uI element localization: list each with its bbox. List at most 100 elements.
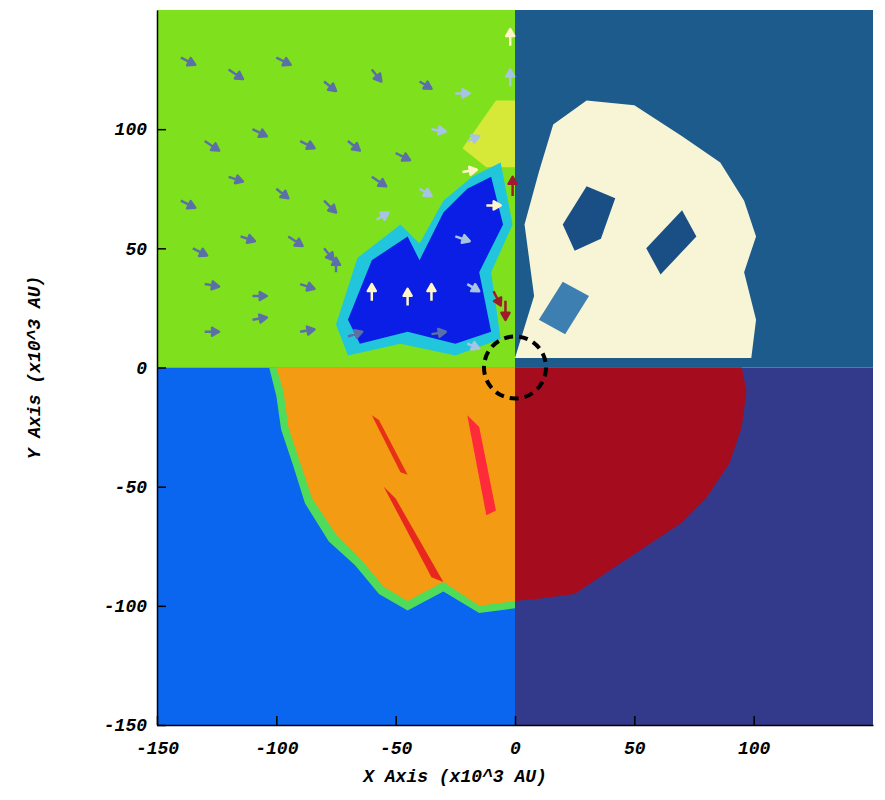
vector-arrow	[241, 235, 255, 243]
vector-arrow	[462, 167, 476, 175]
tick: 50	[125, 240, 166, 260]
vector-arrow	[506, 70, 514, 87]
vector-arrow	[193, 248, 207, 256]
vector-arrow	[205, 328, 219, 336]
region	[515, 101, 756, 358]
tick: 0	[136, 359, 166, 379]
tick-mark	[753, 716, 755, 725]
vector-arrow	[252, 315, 266, 323]
x-axis-title: X Axis (x10^3 AU)	[362, 767, 547, 787]
tick: -100	[255, 716, 298, 759]
vector-arrow	[181, 58, 195, 66]
tick-label: -100	[104, 597, 147, 617]
vector-arrow	[372, 70, 382, 82]
quadrant	[515, 10, 873, 368]
region	[462, 101, 515, 168]
vector-arrow	[455, 89, 469, 97]
tick-label: 0	[510, 739, 521, 759]
vector-arrow	[396, 153, 410, 161]
vector-arrow	[181, 201, 195, 209]
vector-arrow	[332, 258, 340, 272]
tick-label: -50	[115, 478, 148, 498]
vector-arrow	[372, 177, 386, 187]
vector-arrow	[276, 58, 290, 66]
vector-arrow	[368, 284, 376, 301]
region	[515, 368, 747, 602]
region	[563, 186, 616, 250]
quadrant	[157, 10, 515, 368]
region	[336, 163, 513, 356]
vector-arrow	[300, 141, 314, 149]
vector-arrow	[494, 291, 502, 305]
vector-arrow	[276, 189, 288, 199]
vector-arrow	[431, 329, 445, 337]
vector-arrow	[288, 236, 302, 246]
vector-arrow	[348, 141, 360, 151]
tick-mark	[634, 716, 636, 725]
tick: -50	[115, 478, 166, 498]
tick: 0	[510, 716, 521, 759]
vector-arrow	[324, 82, 336, 92]
y-axis: -150 -100 -50 0 50 100	[104, 11, 166, 737]
vector-arrow	[420, 189, 432, 196]
region	[539, 282, 589, 334]
vector-arrow	[509, 177, 517, 196]
tick-mark	[157, 248, 166, 250]
marker-circle	[484, 336, 546, 398]
quadrant	[157, 368, 515, 726]
region	[372, 415, 408, 475]
tick-label: -150	[136, 739, 179, 759]
vector-arrow	[377, 213, 389, 220]
vector-arrow	[467, 135, 479, 142]
tick-mark	[395, 716, 397, 725]
y-axis-title: Y Axis (x10^3 AU)	[25, 276, 45, 460]
tick: -100	[104, 597, 166, 617]
plot-area	[157, 10, 873, 725]
tick-label: -150	[104, 716, 147, 736]
quadrant	[515, 368, 873, 726]
tick-label: -50	[380, 739, 413, 759]
region	[348, 177, 503, 344]
tick-mark	[157, 486, 166, 488]
tick-mark	[515, 716, 517, 725]
tick-mark	[276, 716, 278, 725]
vector-arrow	[427, 284, 435, 301]
vector-arrow	[506, 29, 514, 46]
tick: -50	[380, 716, 413, 759]
tick-label: 50	[624, 739, 646, 759]
vector-arrow	[252, 129, 266, 137]
tick-mark	[157, 129, 166, 131]
tick: -150	[104, 716, 166, 736]
tick-mark	[157, 725, 166, 727]
tick-label: 100	[115, 120, 148, 140]
vector-arrow	[300, 283, 314, 291]
vector-arrow	[348, 330, 362, 338]
tick: 100	[738, 716, 771, 759]
vector-arrow	[420, 82, 432, 89]
vector-arrow	[486, 201, 500, 209]
region	[646, 210, 696, 274]
vector-arrow	[467, 284, 479, 291]
vector-arrow	[300, 327, 314, 335]
vector-arrow	[205, 281, 219, 289]
vector-arrow	[455, 235, 469, 243]
vector-arrow	[229, 70, 243, 80]
tick: 100	[115, 120, 166, 140]
chart: -150 -100 -50 0 50 100 -150 -100 -50 0 50 100 X Axis…	[0, 0, 885, 800]
tick-label: 100	[738, 739, 771, 759]
vector-arrow	[404, 289, 412, 306]
tick-label: -100	[255, 739, 298, 759]
tick-mark	[157, 606, 166, 608]
region	[269, 368, 515, 613]
vector-arrow	[324, 201, 336, 213]
vector-arrow	[229, 176, 243, 184]
vector-arrow	[252, 292, 266, 300]
tick: 50	[624, 716, 646, 759]
x-axis: -150 -100 -50 0 50 100	[136, 716, 874, 759]
tick-mark	[157, 367, 166, 369]
region	[276, 368, 515, 606]
tick-label: 0	[136, 359, 147, 379]
region	[467, 415, 496, 515]
tick-label: 50	[125, 240, 147, 260]
vector-arrow	[324, 248, 334, 260]
